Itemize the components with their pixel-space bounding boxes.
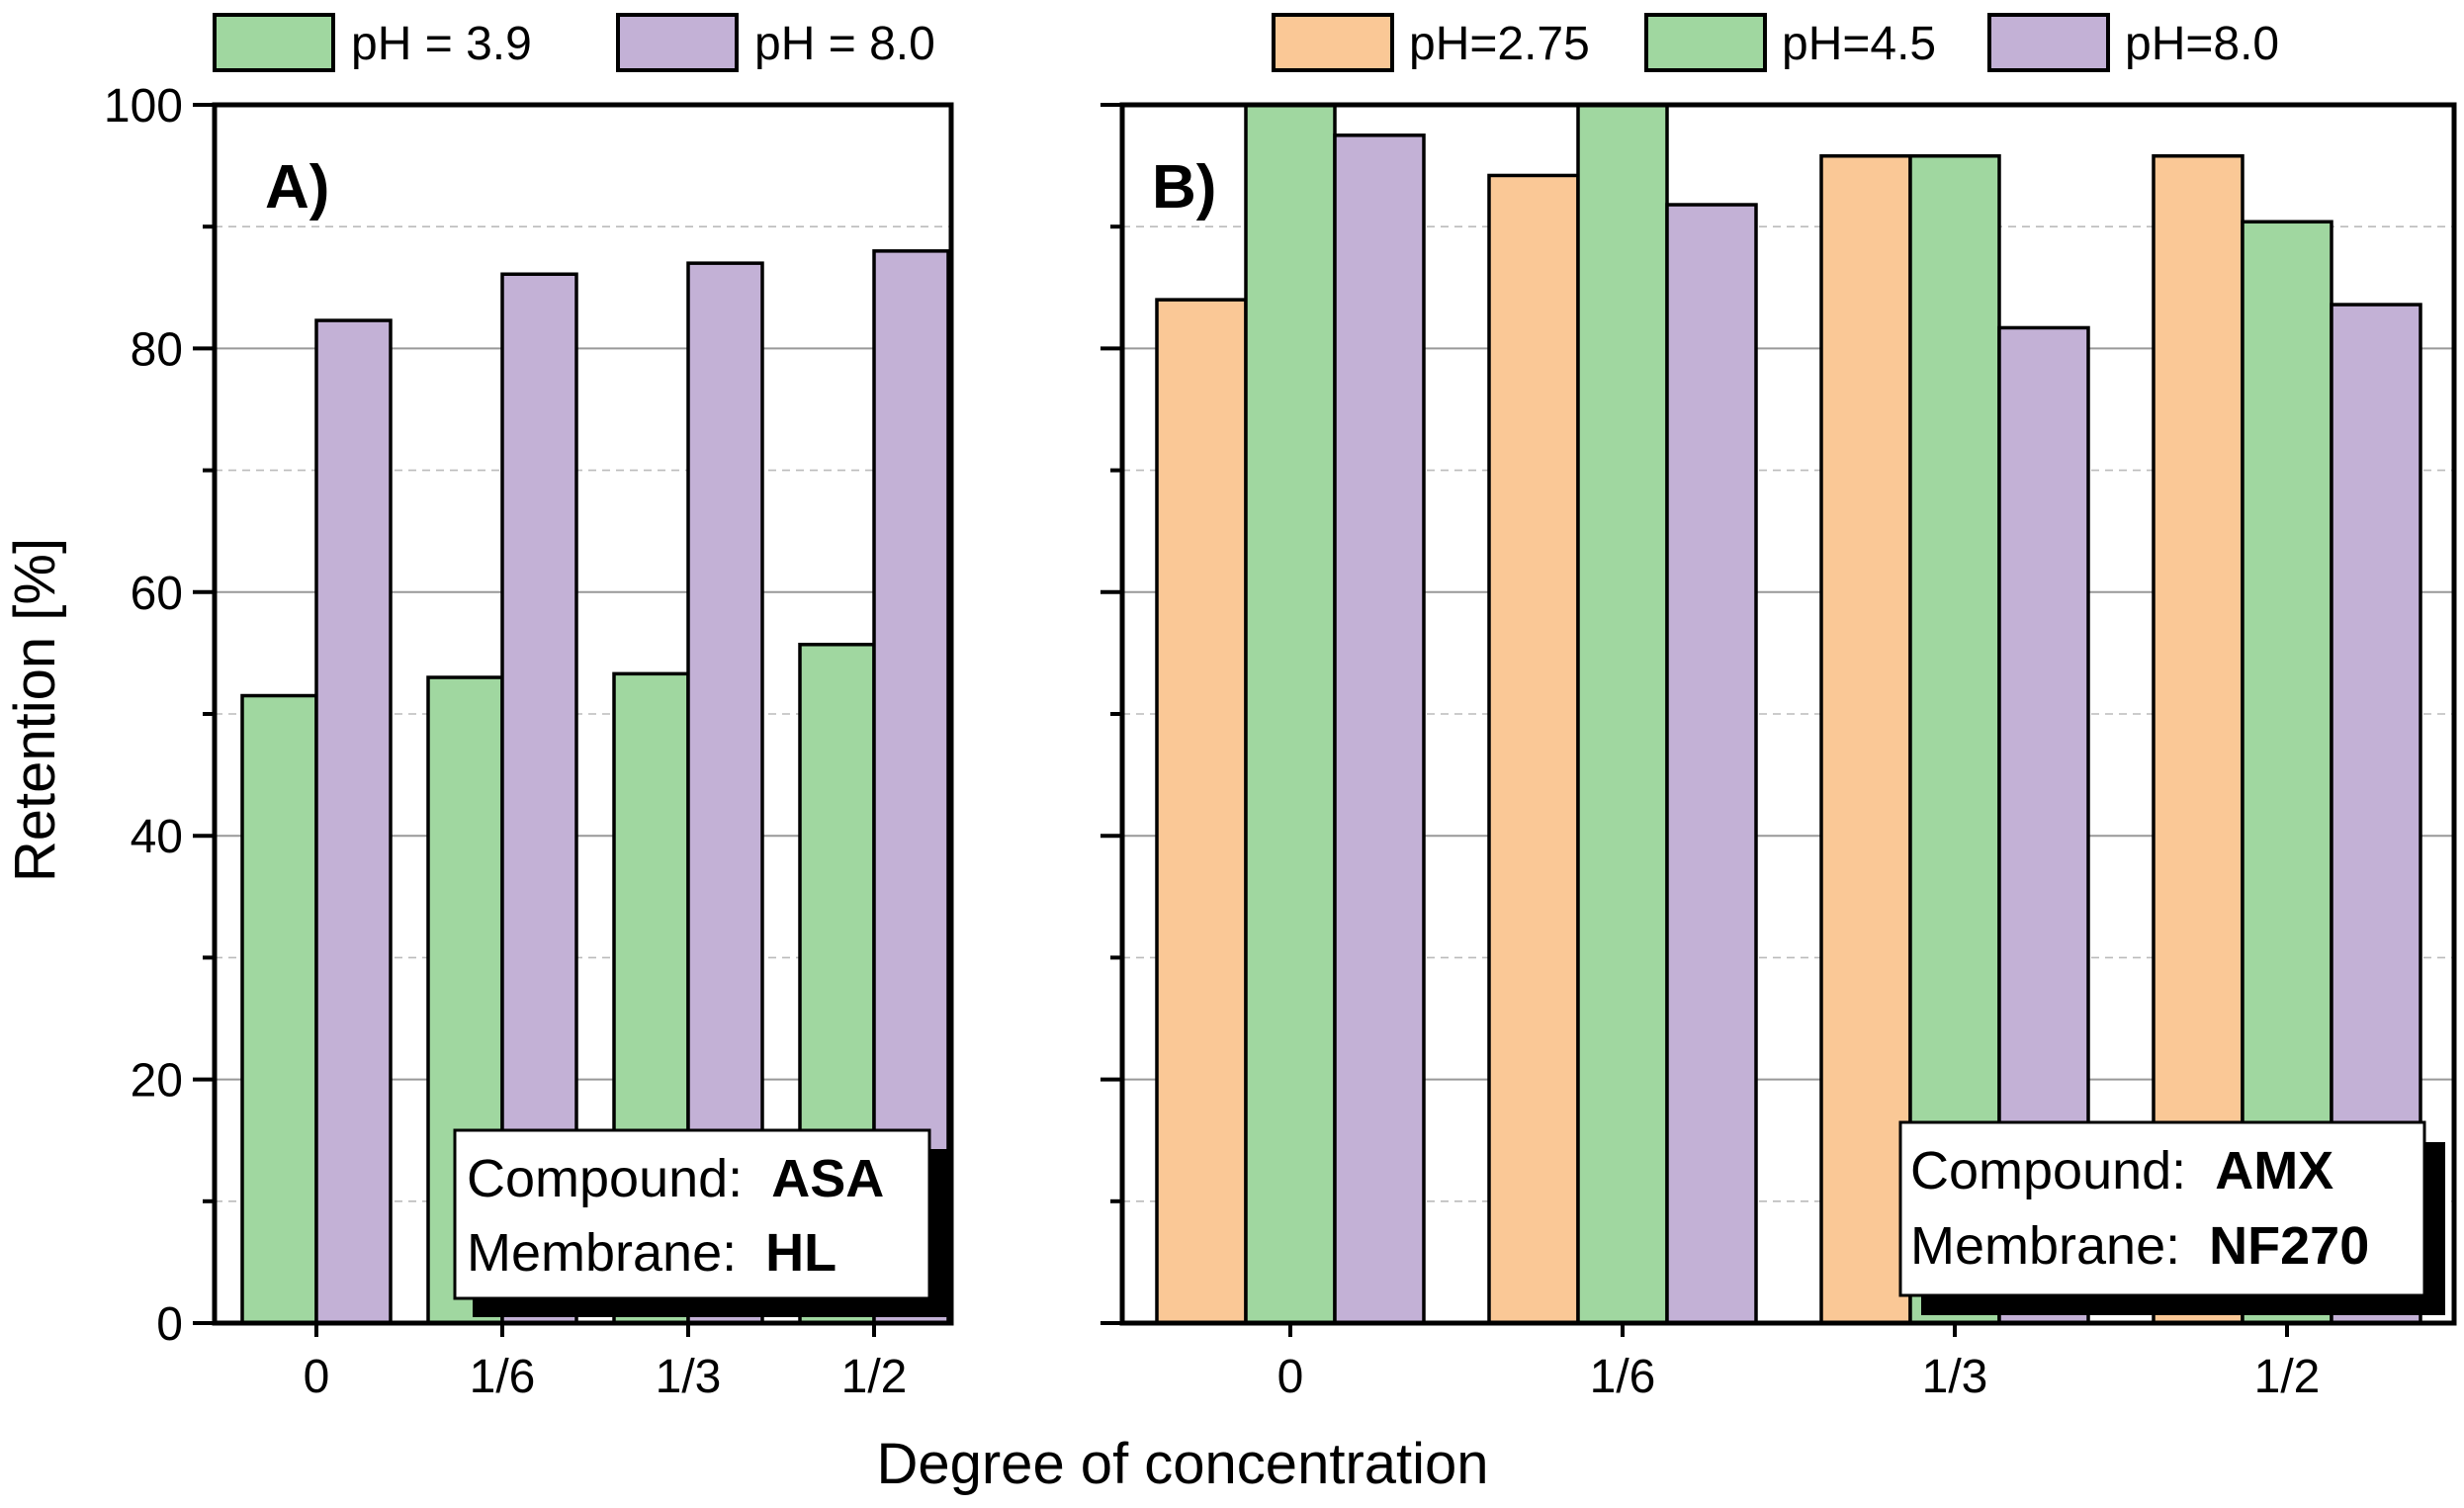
legend-b-label-0: pH=2.75: [1409, 18, 1590, 70]
panel-a-compound-value: ASA: [771, 1149, 884, 1208]
panel-b-y-ticks: [1100, 103, 1122, 1325]
bar-b-cat1-series0: [1487, 173, 1580, 1325]
y-tick-label: 0: [156, 1298, 183, 1351]
panel-a-x-ticks: 0 1/6 1/3 1/2: [304, 1323, 908, 1403]
bar-b-cat1-series1: [1576, 103, 1669, 1325]
x-tick-label: 0: [304, 1351, 330, 1403]
x-tick-label: 1/2: [841, 1351, 908, 1403]
panel-a-y-ticks: 0 20 40 60 80 100: [104, 80, 215, 1351]
panel-a-label: A): [265, 153, 329, 222]
panel-b-membrane-label: Membrane:: [1910, 1216, 2180, 1276]
bar-b-cat0-series0: [1155, 298, 1248, 1325]
legend-a-swatch-1: [616, 13, 739, 72]
bar-a-cat0-series0: [240, 693, 318, 1325]
panel-a-membrane-value: HL: [765, 1223, 836, 1283]
panel-a: 0 20 40 60 80 100 0 1/6 1/3 1/2 A) Compound: ASA…: [104, 80, 954, 1403]
x-tick-label: 0: [1277, 1351, 1304, 1403]
y-tick-label: 80: [131, 323, 183, 376]
bar-b-cat0-series2: [1333, 133, 1426, 1325]
panel-b-x-ticks: 0 1/6 1/3 1/2: [1277, 1323, 2321, 1403]
bar-b-cat0-series1: [1244, 103, 1337, 1325]
bar-b-cat2-series0: [1819, 153, 1912, 1325]
bar-a-cat0-series1: [314, 318, 393, 1325]
legend-panel-a: pH = 3.9 pH = 8.0: [213, 13, 935, 72]
panel-a-info-box-frame: [453, 1128, 931, 1300]
panel-b-info-box-frame: [1898, 1120, 2426, 1297]
legend-a-label-0: pH = 3.9: [351, 18, 532, 70]
panel-b-membrane-line: Membrane: NF270: [1910, 1216, 2369, 1276]
legend-b-swatch-1: [1644, 13, 1767, 72]
panel-b-info-box: Compound: AMX Membrane: NF270: [1898, 1120, 2445, 1315]
legend-panel-b: pH=2.75 pH=4.5 pH=8.0: [1272, 13, 2279, 72]
legend-b-label-1: pH=4.5: [1782, 18, 1936, 70]
bar-b-cat1-series2: [1665, 203, 1758, 1325]
panel-b-compound-line: Compound: AMX: [1910, 1141, 2333, 1200]
x-tick-label: 1/3: [1922, 1351, 1988, 1403]
panel-a-membrane-line: Membrane: HL: [467, 1223, 836, 1283]
legend-b-swatch-2: [1987, 13, 2110, 72]
x-tick-label: 1/6: [1590, 1351, 1656, 1403]
y-tick-label: 60: [131, 568, 183, 620]
panel-a-membrane-label: Membrane:: [467, 1223, 737, 1283]
y-tick-label: 40: [131, 811, 183, 863]
legend-b-swatch-0: [1272, 13, 1394, 72]
panel-b-label: B): [1152, 153, 1216, 222]
x-tick-label: 1/3: [656, 1351, 722, 1403]
x-tick-label: 1/2: [2254, 1351, 2321, 1403]
legend-a-swatch-0: [213, 13, 335, 72]
panel-b-compound-value: AMX: [2215, 1141, 2333, 1200]
panel-b-compound-label: Compound:: [1910, 1141, 2186, 1200]
panel-a-compound-line: Compound: ASA: [467, 1149, 884, 1208]
y-tick-label: 100: [104, 80, 183, 133]
panel-b-membrane-value: NF270: [2209, 1216, 2369, 1276]
panel-a-compound-label: Compound:: [467, 1149, 743, 1208]
x-axis-title: Degree of concentration: [876, 1432, 1488, 1496]
y-axis-title: Retention [%]: [3, 538, 67, 882]
legend-a-label-1: pH = 8.0: [754, 18, 935, 70]
panel-a-info-box: Compound: ASA Membrane: HL: [453, 1128, 947, 1317]
x-tick-label: 1/6: [470, 1351, 536, 1403]
legend-b-label-2: pH=8.0: [2125, 18, 2279, 70]
panel-b: 0 1/6 1/3 1/2 B) Compound: AMX Membrane: NF…: [1100, 102, 2457, 1403]
y-tick-label: 20: [131, 1055, 183, 1108]
